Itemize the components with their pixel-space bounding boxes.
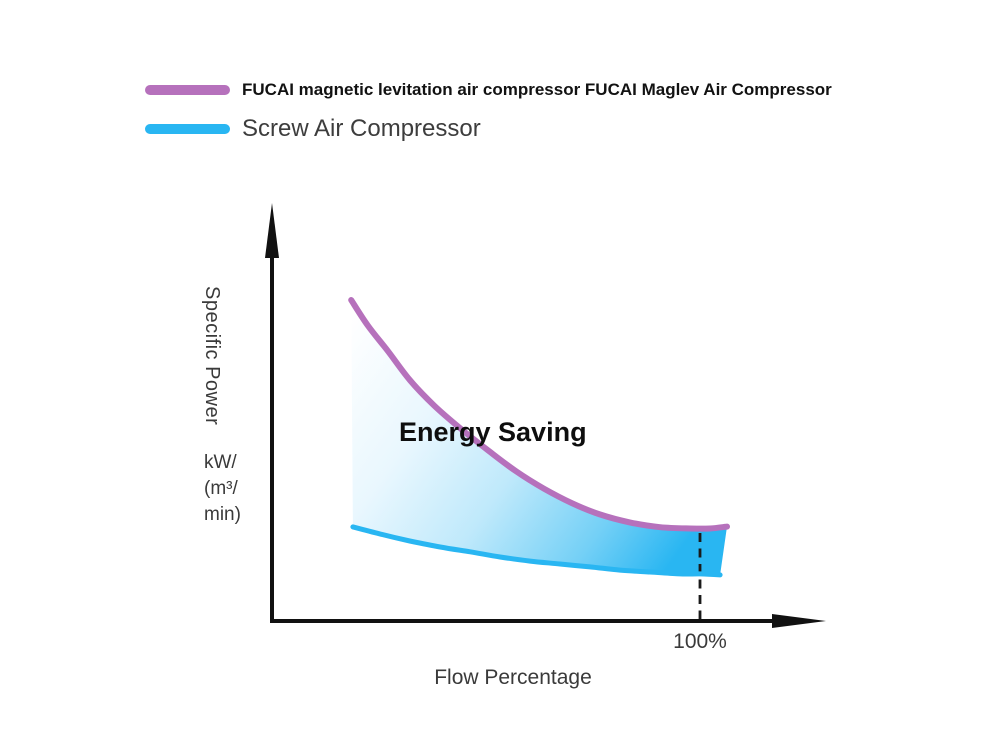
maglev-line-swatch [145,85,230,95]
y-axis-units-line-1: kW/ [204,450,241,476]
legend-item-maglev: FUCAI magnetic levitation air compressor… [145,80,832,100]
y-axis-arrow-icon [265,203,279,258]
x-axis-title: Flow Percentage [434,666,592,690]
legend-label-maglev: FUCAI magnetic levitation air compressor… [242,80,832,100]
y-axis-units-line-2: (m³/ [204,476,241,502]
y-axis-units-line-3: min) [204,502,241,528]
legend-item-screw: Screw Air Compressor [145,115,481,143]
chart-canvas [0,0,1000,750]
y-axis-title: Specific Power [200,286,223,425]
x-tick-100-label: 100% [673,630,727,654]
page: FUCAI magnetic levitation air compressor… [0,0,1000,750]
x-axis-arrow-icon [772,614,826,628]
y-axis-units: kW/ (m³/ min) [204,450,241,528]
legend-label-screw: Screw Air Compressor [242,115,481,143]
energy-saving-annotation: Energy Saving [399,417,587,448]
screw-line-swatch [145,124,230,134]
